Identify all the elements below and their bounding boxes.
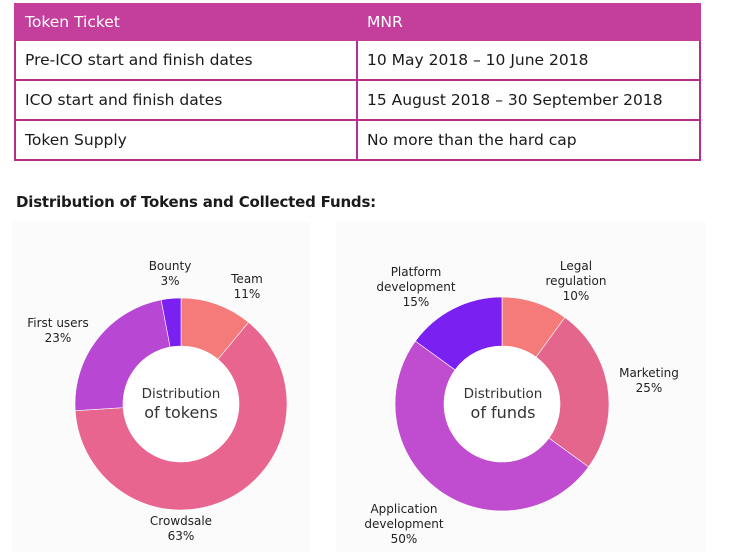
funds-donut-chart [394,296,610,512]
donut-hole [444,346,560,462]
slice-label-pct: 25% [635,381,663,395]
table-row: Token Supply No more than the hard cap [14,119,701,161]
slice-label-name: Marketing [619,366,679,380]
slice-label-pct: 11% [233,287,261,301]
table-row: Pre-ICO start and finish dates 10 May 20… [14,39,701,81]
table-row: ICO start and finish dates 15 August 201… [14,79,701,121]
table-cell: Pre-ICO start and finish dates [14,39,358,81]
slice-label-crowdsale: Crowdsale 63% [141,514,221,544]
slice-label-marketing: Marketing 25% [612,366,686,396]
table-header-cell: Token Ticket [14,3,358,41]
funds-center-label: Distribution of funds [443,385,563,423]
slice-label-name: regulation [545,274,607,288]
slice-label-legal-regulation: Legal regulation 10% [536,259,616,304]
center-label-line: Distribution [141,386,221,402]
table-cell: ICO start and finish dates [14,79,358,121]
slice-label-application-development: Application development 50% [354,502,454,547]
slice-label-name: Team [231,272,263,286]
tokens-chart-panel: Distribution of tokens Team 11% Crowdsal… [12,222,310,552]
table-header-row: Token Ticket MNR [14,3,701,41]
slice-label-name: Legal [559,259,593,273]
table-cell: 15 August 2018 – 30 September 2018 [356,79,701,121]
donut-hole [123,346,239,462]
table-cell: 10 May 2018 – 10 June 2018 [356,39,701,81]
slice-label-team: Team 11% [217,272,277,302]
funds-chart-panel: Distribution of funds Legal regulation 1… [336,222,706,552]
slice-label-pct: 10% [562,289,590,303]
slice-label-name: First users [27,316,89,330]
table-cell: No more than the hard cap [356,119,701,161]
slice-label-bounty: Bounty 3% [140,259,200,289]
tokens-donut-chart [74,297,288,511]
slice-label-platform-development: Platform development 15% [366,265,466,310]
slice-label-name: Crowdsale [149,514,213,528]
table-cell: Token Supply [14,119,358,161]
slice-label-pct: 15% [402,295,430,309]
slice-label-name: Bounty [148,259,192,273]
slice-label-pct: 3% [160,274,180,288]
slice-label-name: Application [370,502,438,516]
tokens-center-label: Distribution of tokens [121,385,241,423]
center-label-line: Distribution [463,386,543,402]
center-label-line: of tokens [144,403,218,422]
slice-label-pct: 50% [390,532,418,546]
section-title: Distribution of Tokens and Collected Fun… [16,193,376,211]
slice-label-name: development [376,280,456,294]
slice-label-pct: 23% [44,331,72,345]
slice-label-name: Platform [390,265,442,279]
table-header-cell: MNR [356,3,701,41]
slice-label-pct: 63% [167,529,195,543]
center-label-line: of funds [470,403,536,422]
slice-label-first-users: First users 23% [18,316,98,346]
token-info-table: Token Ticket MNR Pre-ICO start and finis… [14,3,701,161]
slice-label-name: development [364,517,444,531]
